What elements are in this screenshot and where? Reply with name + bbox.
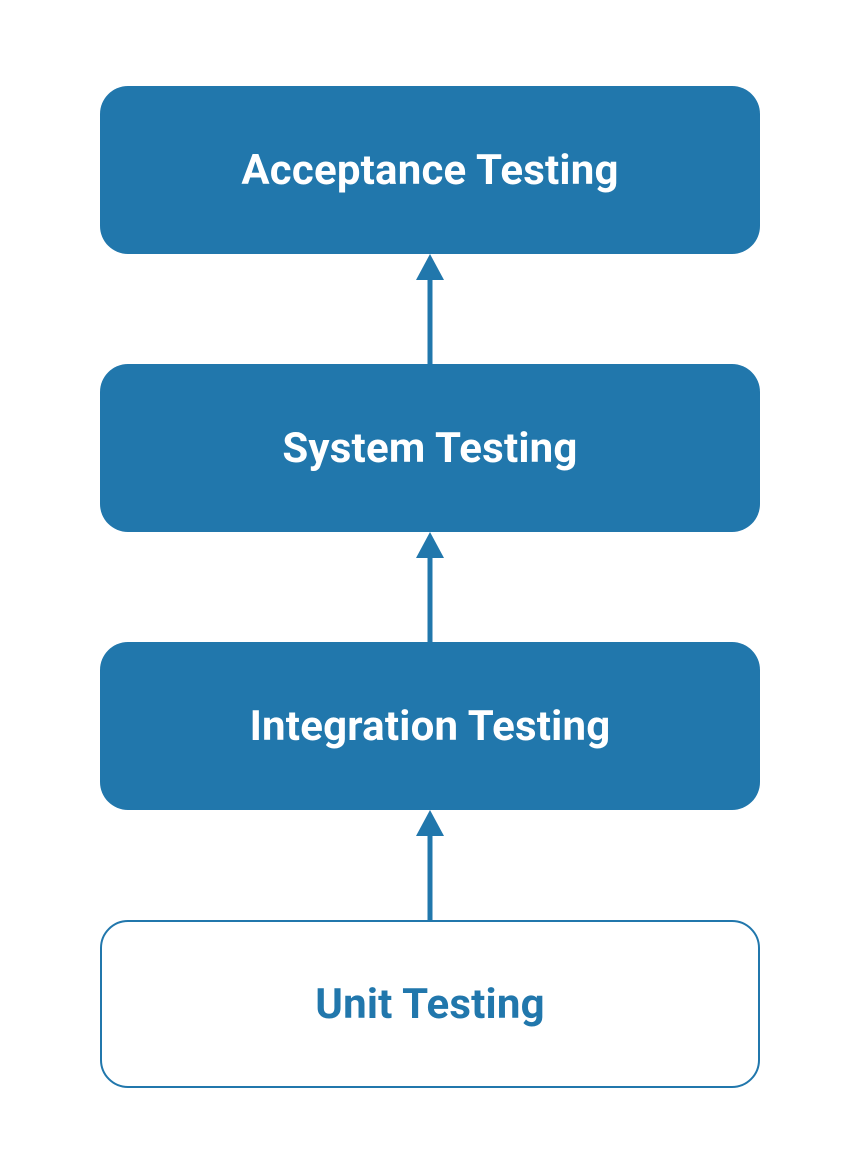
- node-system-testing: System Testing: [100, 364, 760, 532]
- node-acceptance-testing: Acceptance Testing: [100, 86, 760, 254]
- node-unit-testing: Unit Testing: [100, 920, 760, 1088]
- testing-levels-diagram: Acceptance Testing System Testing Integr…: [0, 86, 860, 1088]
- arrow-up-icon: [410, 532, 450, 642]
- arrow-up-icon: [410, 810, 450, 920]
- arrow-up-icon: [410, 254, 450, 364]
- node-integration-testing: Integration Testing: [100, 642, 760, 810]
